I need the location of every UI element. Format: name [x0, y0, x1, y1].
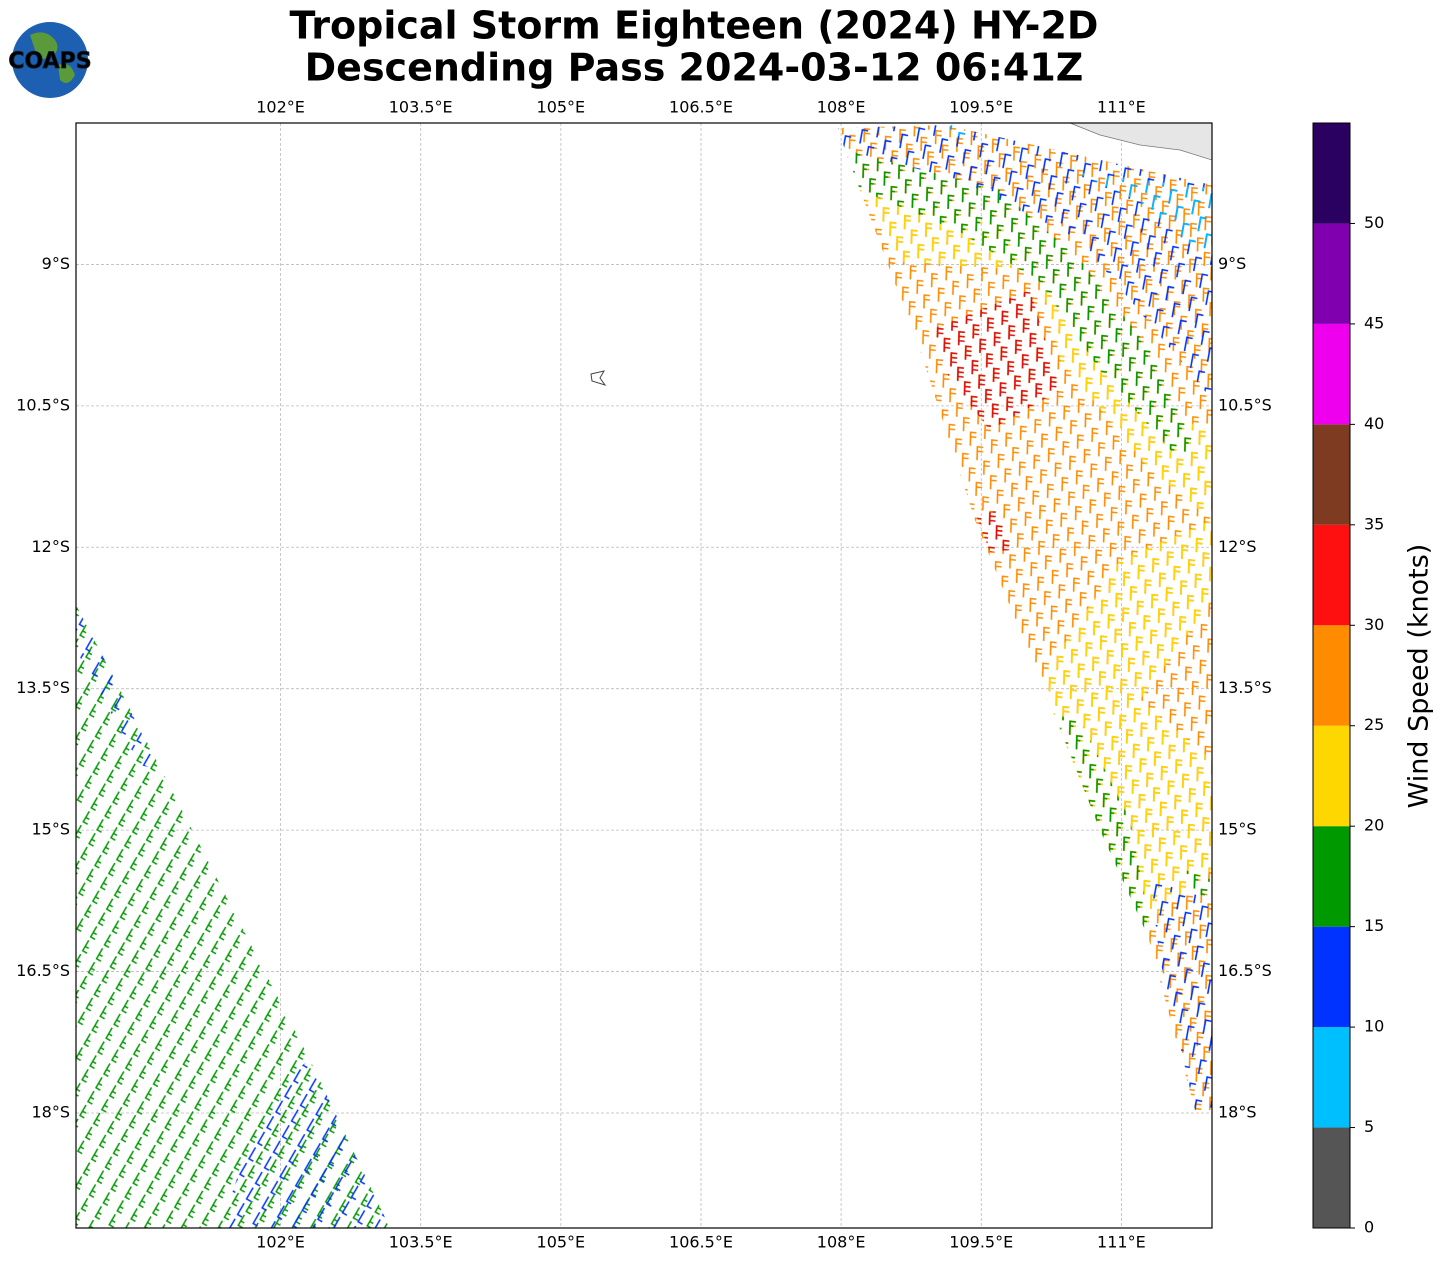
y-tick-label: 15°S [1218, 820, 1257, 839]
y-tick-label: 15°S [31, 820, 70, 839]
island [590, 370, 607, 386]
colorbar-segment [1313, 223, 1350, 324]
colorbar-segment [1313, 725, 1350, 827]
y-tick-label: 9°S [1218, 254, 1246, 273]
logo-text: COAPS [8, 49, 91, 74]
y-tick-label: 18°S [31, 1102, 70, 1121]
colorbar-segment [1313, 1127, 1350, 1228]
colorbar-segment [1313, 1027, 1350, 1128]
colorbar-tick-label: 40 [1364, 414, 1384, 433]
barbs-15-20 [845, 150, 1212, 930]
y-tick-label: 12°S [31, 537, 70, 556]
x-tick-label: 109.5°E [949, 98, 1013, 117]
colorbar-tick-label: 15 [1364, 916, 1384, 935]
colorbar-label: Wind Speed (knots) [1404, 544, 1435, 809]
left-swath [76, 605, 390, 1228]
x-tick-label: 111°E [1097, 1233, 1146, 1252]
barbs-5-10 [940, 125, 1212, 262]
x-tick-label: 106.5°E [669, 98, 733, 117]
y-tick-label: 16.5°S [16, 961, 70, 980]
y-tick-label: 12°S [1218, 537, 1257, 556]
colorbar-segment [1313, 926, 1350, 1028]
grid [76, 123, 1212, 1228]
colorbar-tick-label: 25 [1364, 715, 1384, 734]
colorbar-segment [1313, 123, 1350, 224]
title: Tropical Storm Eighteen (2024) HY-2D [290, 4, 1099, 48]
colorbar: 0 5 10 15 20 25 30 35 40 45 50 [1312, 122, 1384, 1237]
x-tick-label: 105°E [537, 1233, 586, 1252]
colorbar-tick-label: 0 [1364, 1218, 1374, 1237]
swaths [76, 123, 1212, 1228]
y-tick-label: 13.5°S [16, 678, 70, 697]
barbs-20-25 [860, 190, 1212, 925]
colorbar-tick-label: 30 [1364, 615, 1384, 634]
y-tick-label: 13.5°S [1218, 678, 1272, 697]
colorbar-tick-label: 5 [1364, 1117, 1374, 1136]
x-tick-label: 108°E [817, 1233, 866, 1252]
axis-labels: 102°E 102°E 103.5°E 103.5°E 105°E 105°E 106.5°… [16, 98, 1272, 1252]
map-frame [75, 122, 1213, 1229]
x-tick-label: 111°E [1097, 98, 1146, 117]
y-tick-label: 16.5°S [1218, 961, 1272, 980]
land [1069, 123, 1212, 161]
x-tick-label: 103.5°E [389, 98, 453, 117]
right-swath [838, 125, 1212, 1110]
colorbar-tick-label: 45 [1364, 313, 1384, 332]
colorbar-frame [1312, 122, 1351, 1229]
x-tick-label: 106.5°E [669, 1233, 733, 1252]
y-tick-label: 10.5°S [1218, 395, 1272, 414]
colorbar-tick-label: 50 [1364, 213, 1384, 232]
colorbar-tick-label: 35 [1364, 514, 1384, 533]
x-tick-label: 109.5°E [949, 1233, 1013, 1252]
barbs-30-35 [930, 290, 1060, 552]
x-tick-label: 108°E [817, 98, 866, 117]
subtitle: Descending Pass 2024-03-12 06:41Z [305, 46, 1084, 90]
barbs-10-15 [76, 605, 390, 1228]
x-tick-label: 102°E [256, 1233, 305, 1252]
logo: COAPS [8, 22, 92, 98]
colorbar-segment [1313, 424, 1350, 525]
y-tick-label: 10.5°S [16, 395, 70, 414]
colorbar-segment [1313, 323, 1350, 425]
y-tick-label: 9°S [42, 254, 70, 273]
x-tick-label: 102°E [256, 98, 305, 117]
colorbar-segment [1313, 826, 1350, 927]
x-tick-label: 105°E [537, 98, 586, 117]
x-tick-label: 103.5°E [389, 1233, 453, 1252]
logo-land [30, 32, 75, 84]
colorbar-tick-label: 10 [1364, 1017, 1384, 1036]
colorbar-tick-label: 20 [1364, 816, 1384, 835]
y-tick-label: 18°S [1218, 1102, 1257, 1121]
colorbar-segment [1313, 625, 1350, 726]
colorbar-segment [1313, 524, 1350, 626]
